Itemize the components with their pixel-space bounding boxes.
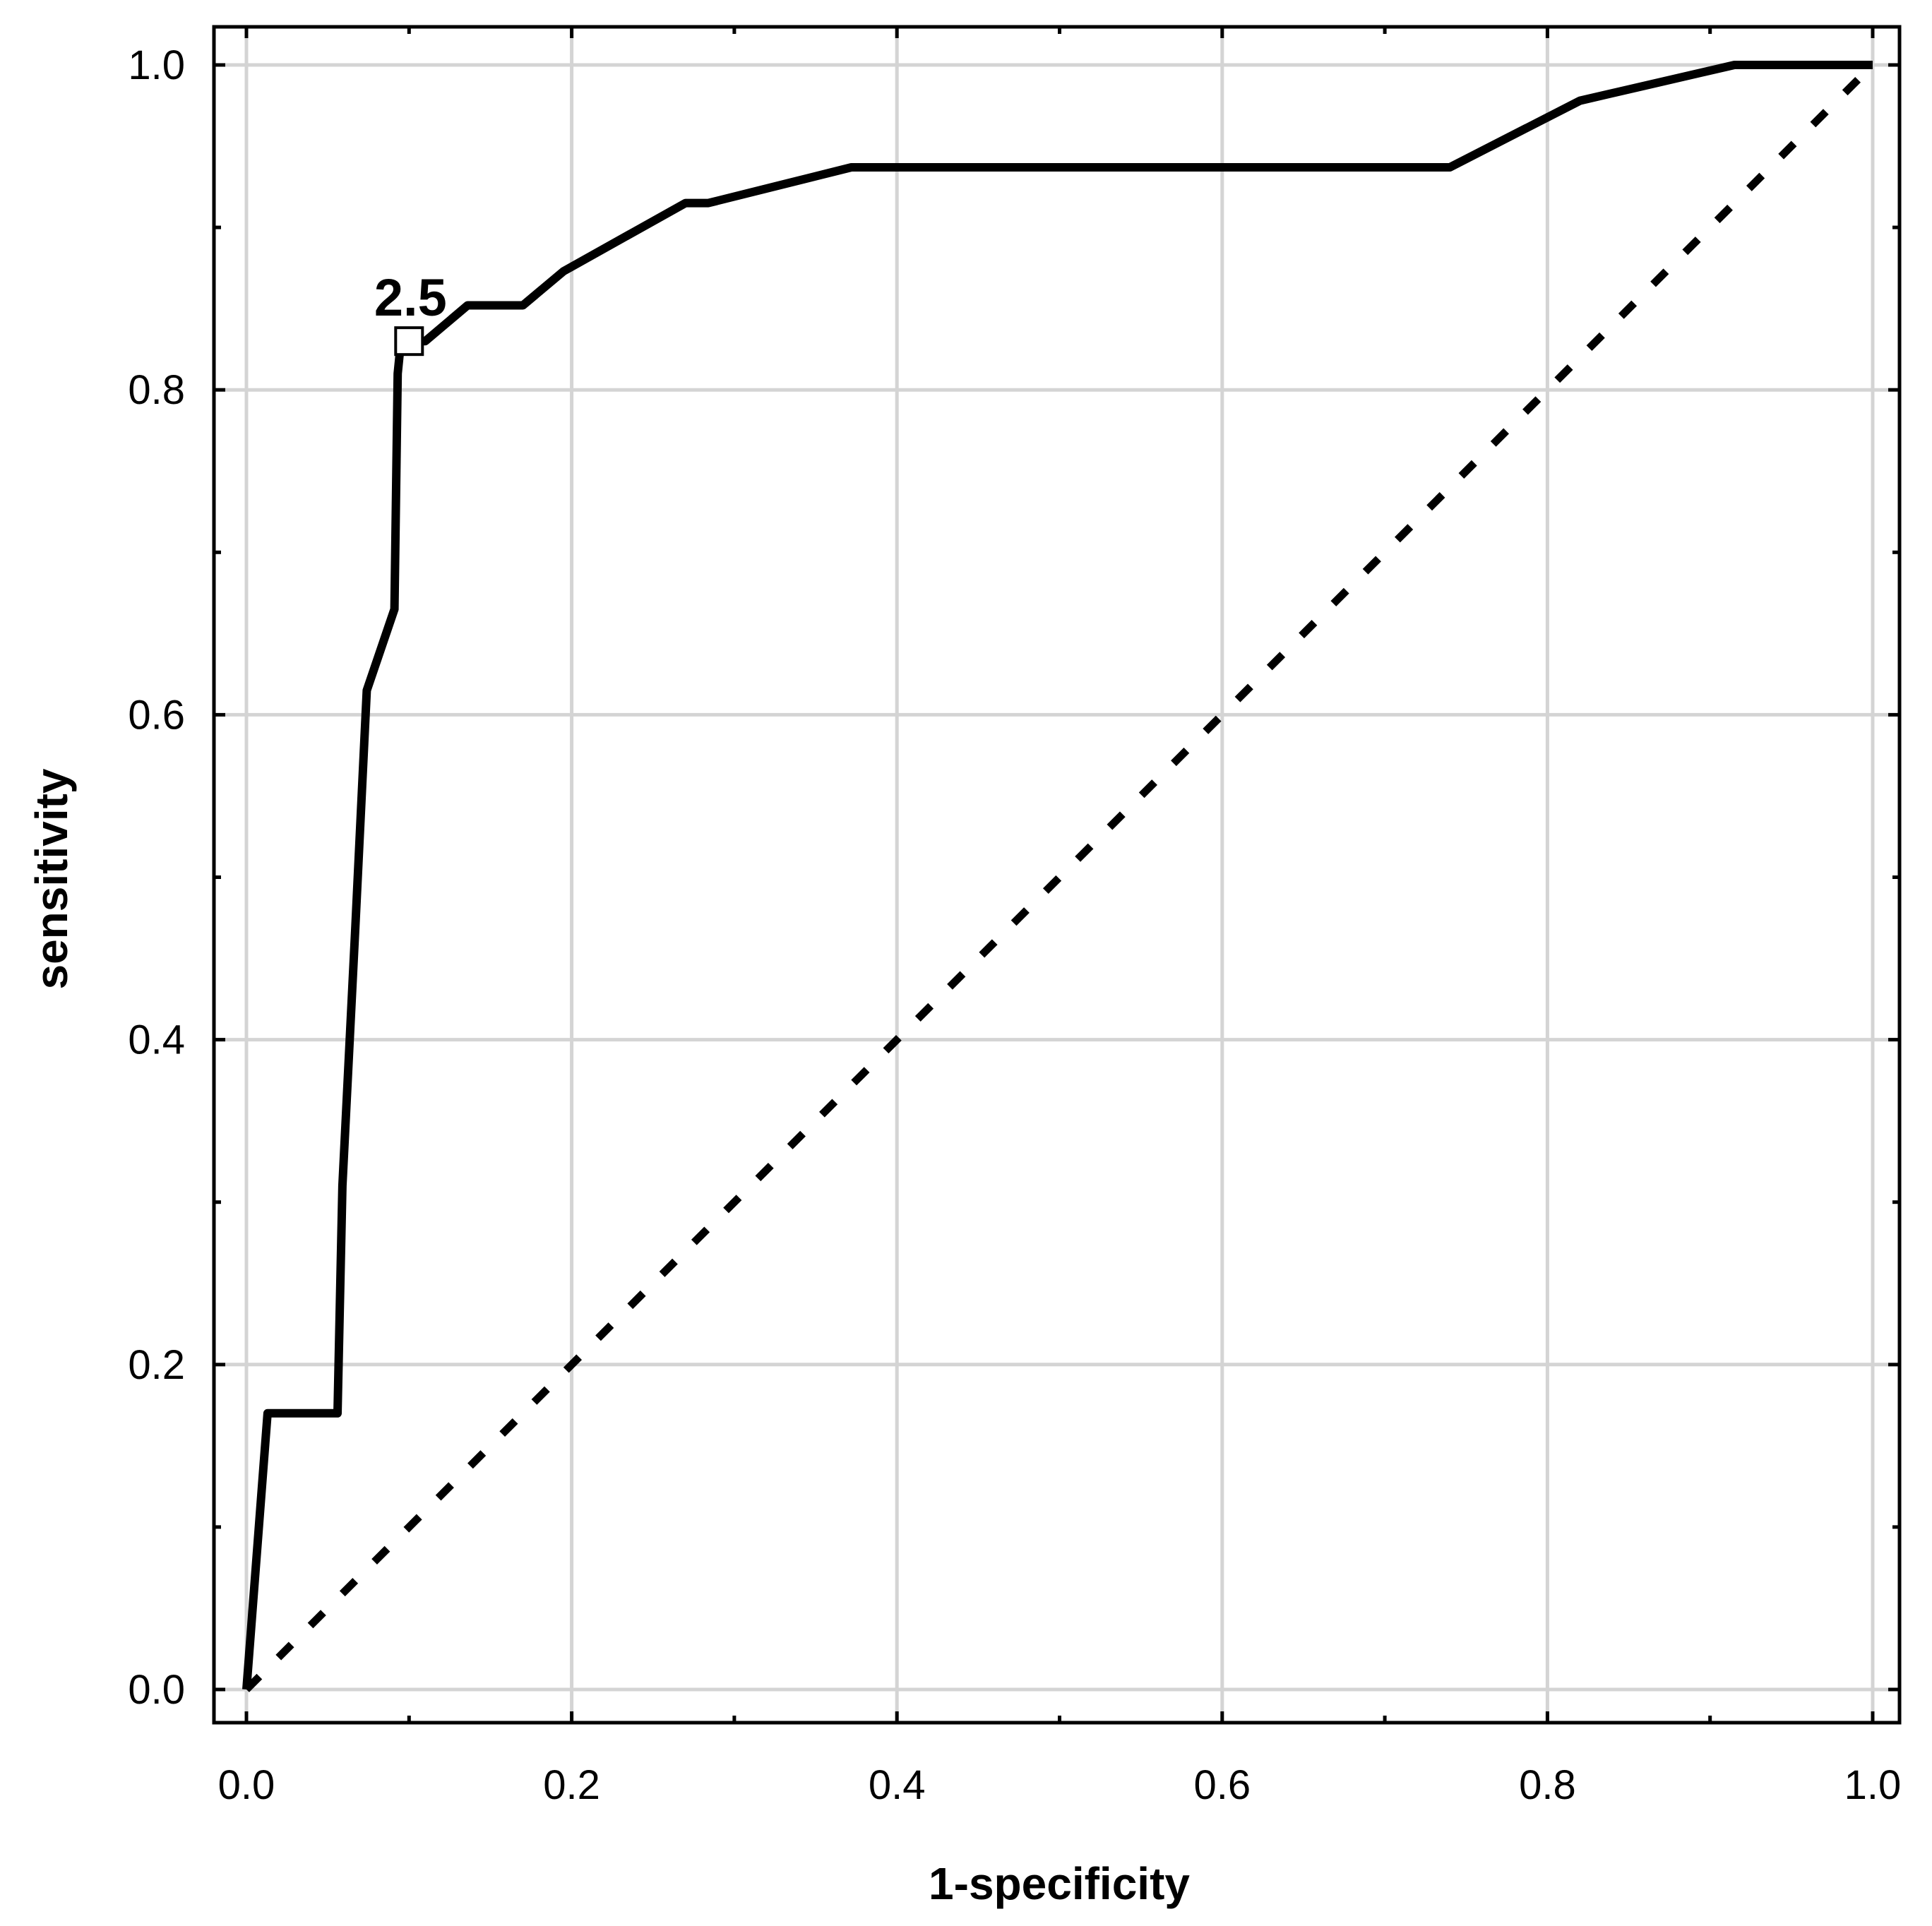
x-tick-label-1: 0.2 [543,1762,600,1808]
x-tick-label-2: 0.4 [869,1762,926,1808]
roc-curve-layer [242,61,1873,1690]
x-tick-label-0: 0.0 [218,1762,275,1808]
cutoff-label: 2.5 [374,268,447,327]
y-tick-label-0: 0.0 [128,1667,185,1713]
grid-layer [214,27,1900,1723]
reference-line-layer [244,62,1876,1692]
tick-mark-layer [214,27,1900,1723]
y-tick-label-5: 1.0 [128,42,185,88]
x-tick-label-3: 0.6 [1193,1762,1251,1808]
x-tick-label-5: 1.0 [1844,1762,1902,1808]
y-tick-label-2: 0.4 [128,1017,185,1063]
y-tick-label-4: 0.8 [128,367,185,413]
y-axis-title: sensitivity [26,768,77,989]
roc-curve-line [242,61,1873,1690]
annotation-layer: 2.5 [374,268,447,357]
plot-frame [212,25,1902,1725]
x-tick-label-4: 0.8 [1519,1762,1576,1808]
y-tick-label-3: 0.6 [128,692,185,738]
plot-frame-layer [212,25,1902,1725]
y-tick-label-1: 0.2 [128,1342,185,1388]
cutoff-marker-square [394,326,424,357]
x-axis-title: 1-specificity [929,1858,1190,1909]
chance-diagonal-line [244,62,1876,1692]
tick-label-layer: 0.0 0.2 0.4 0.6 0.8 1.0 0.0 0.2 0.4 0.6 0.8 1.0 [128,42,1901,1808]
